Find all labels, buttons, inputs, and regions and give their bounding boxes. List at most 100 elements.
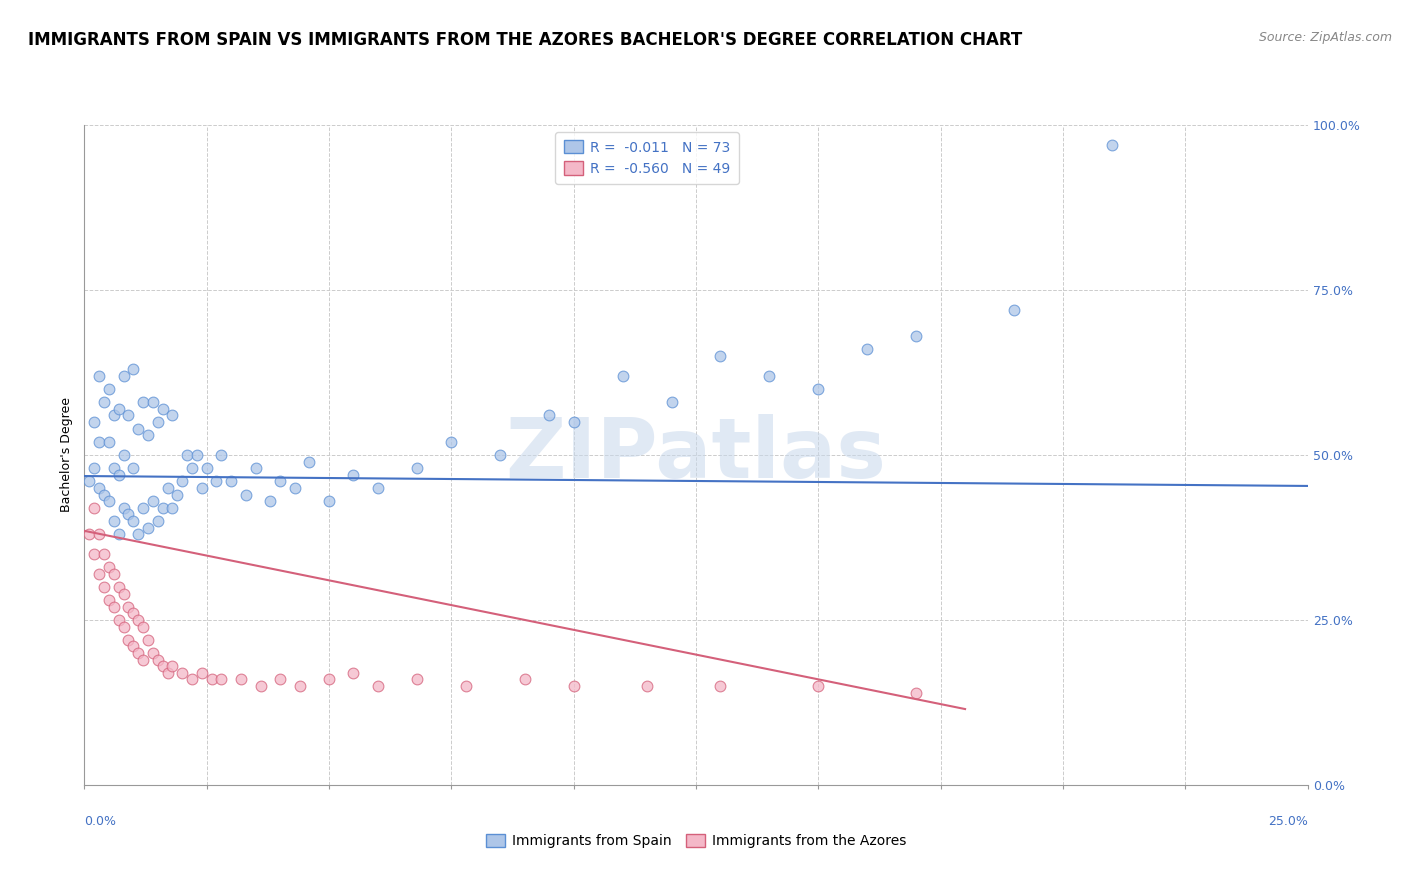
Point xyxy=(87,481,110,495)
Point xyxy=(77,475,100,489)
Text: ZIPatlas: ZIPatlas xyxy=(506,415,886,495)
Point xyxy=(87,368,110,383)
Point xyxy=(440,434,463,449)
Point xyxy=(112,586,135,600)
Point xyxy=(93,580,115,594)
Point xyxy=(83,547,105,561)
Point xyxy=(661,395,683,409)
Point xyxy=(807,679,830,693)
Point xyxy=(127,613,149,627)
Point xyxy=(97,593,120,607)
Text: Source: ZipAtlas.com: Source: ZipAtlas.com xyxy=(1258,31,1392,45)
Point xyxy=(367,679,389,693)
Point xyxy=(162,500,184,515)
Point xyxy=(284,481,307,495)
Legend: R =  -0.011   N = 73, R =  -0.560   N = 49: R = -0.011 N = 73, R = -0.560 N = 49 xyxy=(555,132,738,185)
Point xyxy=(367,481,389,495)
Point xyxy=(209,448,232,462)
Point xyxy=(209,673,232,687)
Point xyxy=(107,467,129,482)
Point xyxy=(205,475,228,489)
Point xyxy=(112,448,135,462)
Point xyxy=(513,673,536,687)
Point xyxy=(87,527,110,541)
Point xyxy=(172,475,194,489)
Point xyxy=(117,632,139,647)
Point xyxy=(103,566,125,581)
Point xyxy=(229,673,252,687)
Point xyxy=(132,619,155,633)
Point xyxy=(245,461,267,475)
Point xyxy=(93,395,115,409)
Point xyxy=(112,619,135,633)
Point xyxy=(77,527,100,541)
Point xyxy=(132,500,155,515)
Point xyxy=(142,646,165,660)
Point xyxy=(454,679,477,693)
Point xyxy=(856,343,879,357)
Point xyxy=(318,673,340,687)
Text: 0.0%: 0.0% xyxy=(84,815,117,828)
Point xyxy=(166,487,188,501)
Point xyxy=(132,652,155,666)
Point xyxy=(103,409,125,423)
Point xyxy=(342,665,364,680)
Point xyxy=(318,494,340,508)
Point xyxy=(342,467,364,482)
Point xyxy=(136,428,159,442)
Point xyxy=(97,434,120,449)
Point xyxy=(249,679,271,693)
Point xyxy=(905,685,928,699)
Point xyxy=(186,448,208,462)
Point xyxy=(172,665,194,680)
Text: 25.0%: 25.0% xyxy=(1268,815,1308,828)
Point xyxy=(83,415,105,429)
Point xyxy=(758,368,780,383)
Point xyxy=(146,514,169,528)
Point xyxy=(200,673,222,687)
Y-axis label: Bachelor's Degree: Bachelor's Degree xyxy=(60,398,73,512)
Point xyxy=(142,395,165,409)
Point xyxy=(122,514,145,528)
Point xyxy=(127,527,149,541)
Point xyxy=(97,560,120,574)
Point xyxy=(162,659,184,673)
Point xyxy=(269,673,291,687)
Point xyxy=(87,434,110,449)
Point xyxy=(103,599,125,614)
Point xyxy=(636,679,658,693)
Point xyxy=(156,665,179,680)
Point xyxy=(103,461,125,475)
Point xyxy=(117,599,139,614)
Point xyxy=(181,673,204,687)
Point xyxy=(122,362,145,376)
Point xyxy=(538,409,561,423)
Point xyxy=(136,632,159,647)
Point xyxy=(219,475,242,489)
Point xyxy=(142,494,165,508)
Point xyxy=(905,329,928,343)
Point xyxy=(146,415,169,429)
Point xyxy=(562,679,585,693)
Point xyxy=(269,475,291,489)
Point xyxy=(235,487,257,501)
Point xyxy=(87,566,110,581)
Point xyxy=(107,401,129,416)
Point xyxy=(152,401,174,416)
Point xyxy=(107,527,129,541)
Point xyxy=(112,500,135,515)
Point xyxy=(1002,302,1025,317)
Point xyxy=(127,421,149,435)
Point xyxy=(132,395,155,409)
Point xyxy=(709,349,731,363)
Point xyxy=(97,382,120,396)
Point xyxy=(107,580,129,594)
Point xyxy=(83,461,105,475)
Point xyxy=(93,487,115,501)
Point xyxy=(489,448,512,462)
Point xyxy=(97,494,120,508)
Point xyxy=(406,461,429,475)
Point xyxy=(191,665,214,680)
Point xyxy=(807,382,830,396)
Point xyxy=(103,514,125,528)
